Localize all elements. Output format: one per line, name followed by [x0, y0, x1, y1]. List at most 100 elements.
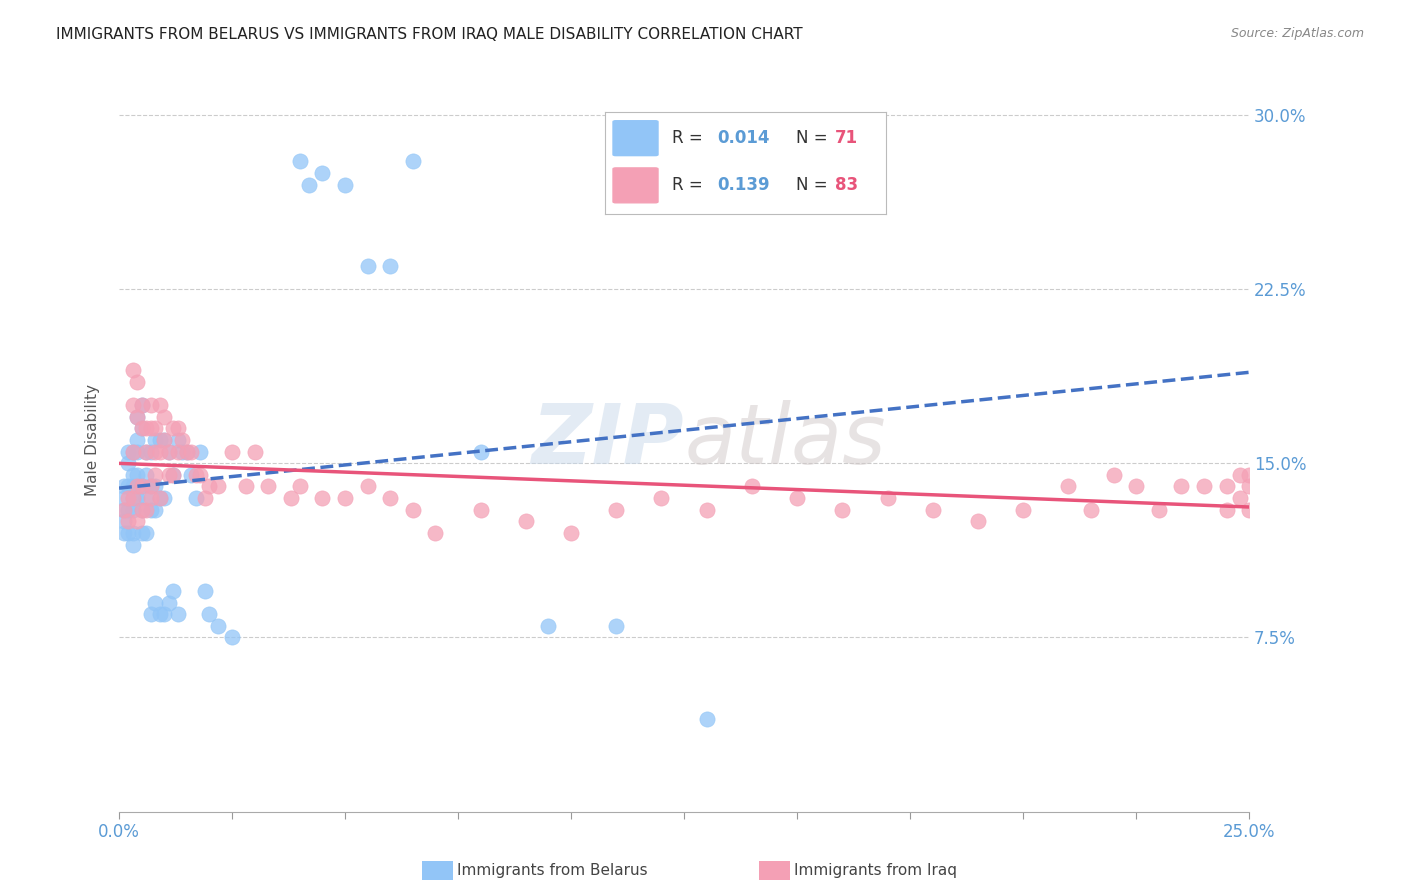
Point: [143, 433, 166, 447]
Point: [121, 479, 143, 493]
Point: [515, 514, 537, 528]
Text: 83: 83: [835, 177, 858, 194]
Point: [696, 502, 718, 516]
Point: [135, 502, 157, 516]
Point: [157, 444, 180, 458]
Point: [135, 467, 157, 482]
Point: [143, 502, 166, 516]
Point: [117, 491, 139, 505]
Point: [131, 398, 153, 412]
FancyBboxPatch shape: [613, 168, 658, 202]
Point: [131, 479, 153, 493]
Point: [333, 491, 356, 505]
Y-axis label: Male Disability: Male Disability: [86, 384, 100, 496]
Point: [153, 491, 176, 505]
Point: [172, 433, 194, 447]
Point: [117, 444, 139, 458]
Point: [243, 444, 266, 458]
Point: [127, 409, 149, 424]
Point: [143, 467, 166, 482]
Point: [139, 479, 162, 493]
Point: [131, 502, 153, 516]
Point: [112, 525, 135, 540]
Point: [425, 525, 447, 540]
Point: [311, 166, 333, 180]
Point: [143, 421, 166, 435]
Text: Source: ZipAtlas.com: Source: ZipAtlas.com: [1230, 27, 1364, 40]
Point: [135, 444, 157, 458]
Point: [190, 444, 212, 458]
Point: [143, 444, 166, 458]
Point: [1215, 502, 1237, 516]
Point: [1057, 479, 1080, 493]
Point: [153, 433, 176, 447]
Point: [166, 444, 188, 458]
Point: [280, 491, 302, 505]
Point: [921, 502, 943, 516]
Point: [1102, 467, 1125, 482]
Point: [139, 607, 162, 622]
Point: [121, 363, 143, 377]
Point: [139, 398, 162, 412]
Point: [650, 491, 672, 505]
Point: [117, 514, 139, 528]
Point: [166, 433, 188, 447]
Point: [166, 421, 188, 435]
Point: [121, 537, 143, 551]
Point: [876, 491, 898, 505]
Point: [121, 525, 143, 540]
Point: [121, 467, 143, 482]
Point: [194, 583, 217, 598]
Point: [131, 502, 153, 516]
Point: [139, 491, 162, 505]
Point: [1125, 479, 1147, 493]
Point: [180, 444, 202, 458]
Point: [288, 479, 311, 493]
Point: [143, 479, 166, 493]
Point: [741, 479, 763, 493]
Point: [121, 444, 143, 458]
Point: [967, 514, 990, 528]
Point: [1012, 502, 1035, 516]
Point: [402, 502, 425, 516]
Point: [1192, 479, 1215, 493]
Point: [1080, 502, 1102, 516]
Point: [235, 479, 257, 493]
Point: [127, 491, 149, 505]
Point: [190, 467, 212, 482]
Point: [162, 583, 184, 598]
Point: [1147, 502, 1170, 516]
Text: 0.139: 0.139: [717, 177, 769, 194]
Point: [112, 502, 135, 516]
Point: [157, 596, 180, 610]
Point: [149, 444, 172, 458]
Point: [127, 479, 149, 493]
Point: [121, 491, 143, 505]
Point: [157, 444, 180, 458]
Point: [139, 479, 162, 493]
Point: [380, 259, 402, 273]
Point: [166, 607, 188, 622]
Point: [127, 433, 149, 447]
Point: [143, 596, 166, 610]
Text: Immigrants from Belarus: Immigrants from Belarus: [457, 863, 648, 878]
Point: [157, 467, 180, 482]
Point: [1215, 479, 1237, 493]
Point: [153, 433, 176, 447]
Point: [121, 398, 143, 412]
Point: [135, 444, 157, 458]
Point: [696, 712, 718, 726]
Point: [127, 444, 149, 458]
Point: [207, 619, 229, 633]
Point: [121, 502, 143, 516]
Text: N =: N =: [796, 129, 832, 147]
Text: IMMIGRANTS FROM BELARUS VS IMMIGRANTS FROM IRAQ MALE DISABILITY CORRELATION CHAR: IMMIGRANTS FROM BELARUS VS IMMIGRANTS FR…: [56, 27, 803, 42]
Point: [117, 502, 139, 516]
FancyBboxPatch shape: [613, 120, 658, 155]
Point: [1237, 479, 1260, 493]
Point: [180, 467, 202, 482]
Point: [221, 444, 243, 458]
Point: [149, 607, 172, 622]
Point: [357, 259, 380, 273]
Point: [162, 467, 184, 482]
